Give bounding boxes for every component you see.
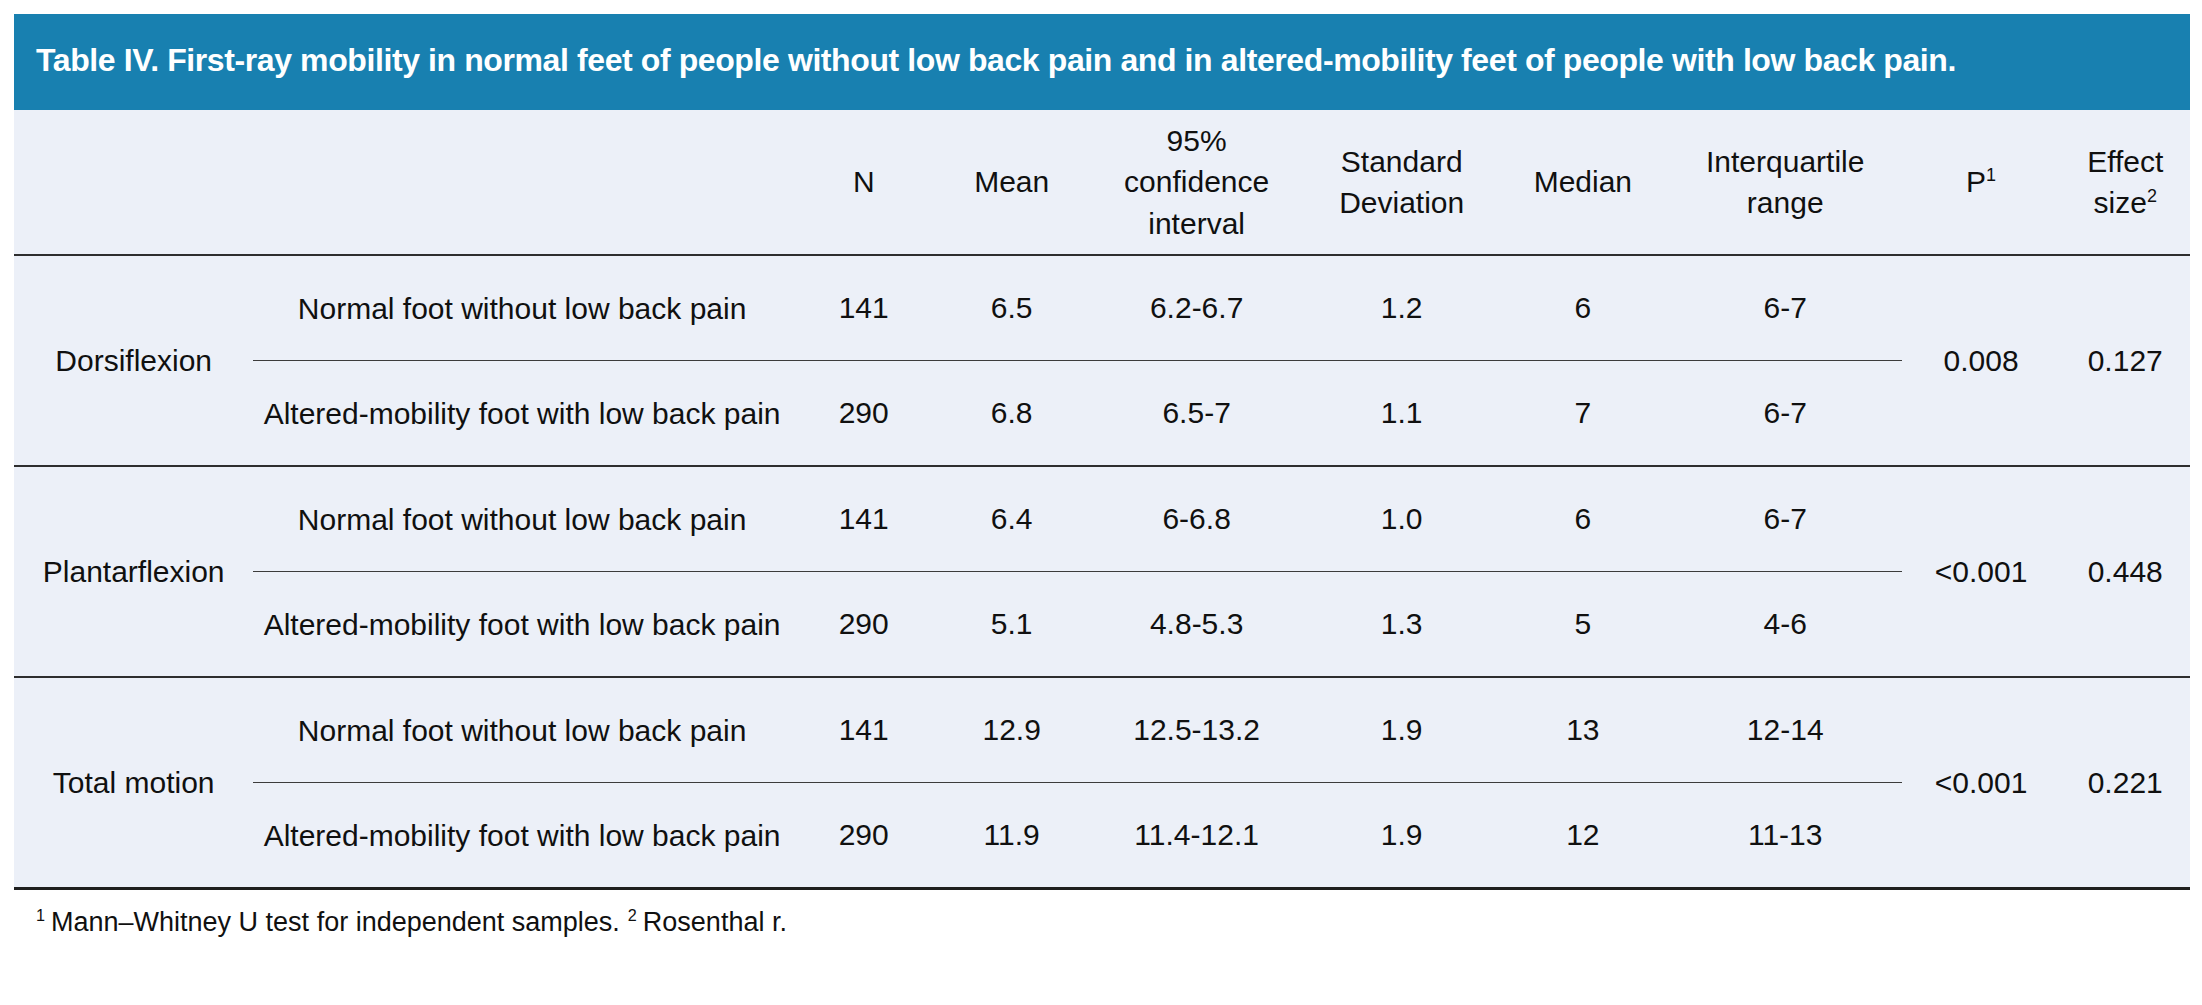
row-label: Normal foot without low back pain xyxy=(253,677,790,783)
row-label: Altered-mobility foot with low back pain xyxy=(253,361,790,467)
cell-mean: 12.9 xyxy=(937,677,1087,783)
footnote-marker-1: 1 xyxy=(36,906,45,924)
header-p-footnote-marker: 1 xyxy=(1986,165,1996,185)
table-title-bar: Table IV. First-ray mobility in normal f… xyxy=(14,14,2190,110)
cell-p-value: <0.001 xyxy=(1902,677,2061,889)
cell-mean: 6.8 xyxy=(937,361,1087,467)
header-spacer-group xyxy=(14,110,253,255)
header-median: Median xyxy=(1497,110,1669,255)
cell-n: 141 xyxy=(791,466,937,572)
table-row: Altered-mobility foot with low back pain… xyxy=(14,783,2190,889)
cell-median: 6 xyxy=(1497,466,1669,572)
cell-mean: 5.1 xyxy=(937,572,1087,678)
cell-median: 7 xyxy=(1497,361,1669,467)
header-effect-label: Effect size xyxy=(2087,145,2163,219)
row-label: Normal foot without low back pain xyxy=(253,466,790,572)
table-row: Altered-mobility foot with low back pain… xyxy=(14,361,2190,467)
group-label-dorsiflexion: Dorsiflexion xyxy=(14,255,253,466)
header-iqr-label: Interquartile range xyxy=(1706,145,1864,219)
cell-ci: 4.8-5.3 xyxy=(1087,572,1307,678)
cell-mean: 6.4 xyxy=(937,466,1087,572)
cell-median: 6 xyxy=(1497,255,1669,361)
footnote: 1 Mann–Whitney U test for independent sam… xyxy=(36,907,2190,938)
cell-iqr: 6-7 xyxy=(1669,255,1902,361)
cell-sd: 1.1 xyxy=(1307,361,1497,467)
header-p-label: P xyxy=(1966,165,1986,198)
header-n: N xyxy=(791,110,937,255)
cell-iqr: 4-6 xyxy=(1669,572,1902,678)
cell-n: 290 xyxy=(791,361,937,467)
page: Table IV. First-ray mobility in normal f… xyxy=(0,0,2202,1005)
cell-iqr: 12-14 xyxy=(1669,677,1902,783)
cell-sd: 1.2 xyxy=(1307,255,1497,361)
table-title: Table IV. First-ray mobility in normal f… xyxy=(36,36,1956,86)
cell-n: 290 xyxy=(791,783,937,889)
header-mean: Mean xyxy=(937,110,1087,255)
row-label: Normal foot without low back pain xyxy=(253,255,790,361)
row-label: Altered-mobility foot with low back pain xyxy=(253,572,790,678)
cell-iqr: 6-7 xyxy=(1669,466,1902,572)
cell-p-value: <0.001 xyxy=(1902,466,2061,677)
footnote-marker-2: 2 xyxy=(628,906,637,924)
group-label-plantarflexion: Plantarflexion xyxy=(14,466,253,677)
header-ci-label: 95% confidence interval xyxy=(1124,124,1269,240)
header-standard-deviation: Standard Deviation xyxy=(1307,110,1497,255)
cell-mean: 6.5 xyxy=(937,255,1087,361)
cell-p-value: 0.008 xyxy=(1902,255,2061,466)
cell-iqr: 11-13 xyxy=(1669,783,1902,889)
row-label: Altered-mobility foot with low back pain xyxy=(253,783,790,889)
header-mean-label: Mean xyxy=(974,165,1049,198)
header-sd-label: Standard Deviation xyxy=(1339,145,1464,219)
header-row: N Mean 95% confidence interval Standard … xyxy=(14,110,2190,255)
first-ray-mobility-table: N Mean 95% confidence interval Standard … xyxy=(14,110,2190,890)
header-p-value: P1 xyxy=(1902,110,2061,255)
cell-sd: 1.9 xyxy=(1307,677,1497,783)
group-label-total-motion: Total motion xyxy=(14,677,253,889)
cell-sd: 1.9 xyxy=(1307,783,1497,889)
header-effect-footnote-marker: 2 xyxy=(2147,186,2157,206)
cell-effect-size: 0.448 xyxy=(2060,466,2190,677)
cell-n: 290 xyxy=(791,572,937,678)
cell-median: 5 xyxy=(1497,572,1669,678)
table-row: Altered-mobility foot with low back pain… xyxy=(14,572,2190,678)
header-effect-size: Effect size2 xyxy=(2060,110,2190,255)
cell-sd: 1.0 xyxy=(1307,466,1497,572)
footnote-text-1: Mann–Whitney U test for independent samp… xyxy=(51,907,620,937)
header-interquartile-range: Interquartile range xyxy=(1669,110,1902,255)
cell-ci: 12.5-13.2 xyxy=(1087,677,1307,783)
cell-iqr: 6-7 xyxy=(1669,361,1902,467)
header-median-label: Median xyxy=(1534,165,1632,198)
cell-mean: 11.9 xyxy=(937,783,1087,889)
header-n-label: N xyxy=(853,165,875,198)
cell-median: 12 xyxy=(1497,783,1669,889)
cell-effect-size: 0.221 xyxy=(2060,677,2190,889)
cell-n: 141 xyxy=(791,255,937,361)
table-row: Dorsiflexion Normal foot without low bac… xyxy=(14,255,2190,361)
header-confidence-interval: 95% confidence interval xyxy=(1087,110,1307,255)
cell-n: 141 xyxy=(791,677,937,783)
cell-sd: 1.3 xyxy=(1307,572,1497,678)
cell-ci: 6.5-7 xyxy=(1087,361,1307,467)
table-row: Plantarflexion Normal foot without low b… xyxy=(14,466,2190,572)
cell-ci: 6-6.8 xyxy=(1087,466,1307,572)
cell-ci: 11.4-12.1 xyxy=(1087,783,1307,889)
table-row: Total motion Normal foot without low bac… xyxy=(14,677,2190,783)
cell-effect-size: 0.127 xyxy=(2060,255,2190,466)
cell-median: 13 xyxy=(1497,677,1669,783)
header-spacer-sublabel xyxy=(253,110,790,255)
cell-ci: 6.2-6.7 xyxy=(1087,255,1307,361)
footnote-text-2: Rosenthal r. xyxy=(643,907,787,937)
